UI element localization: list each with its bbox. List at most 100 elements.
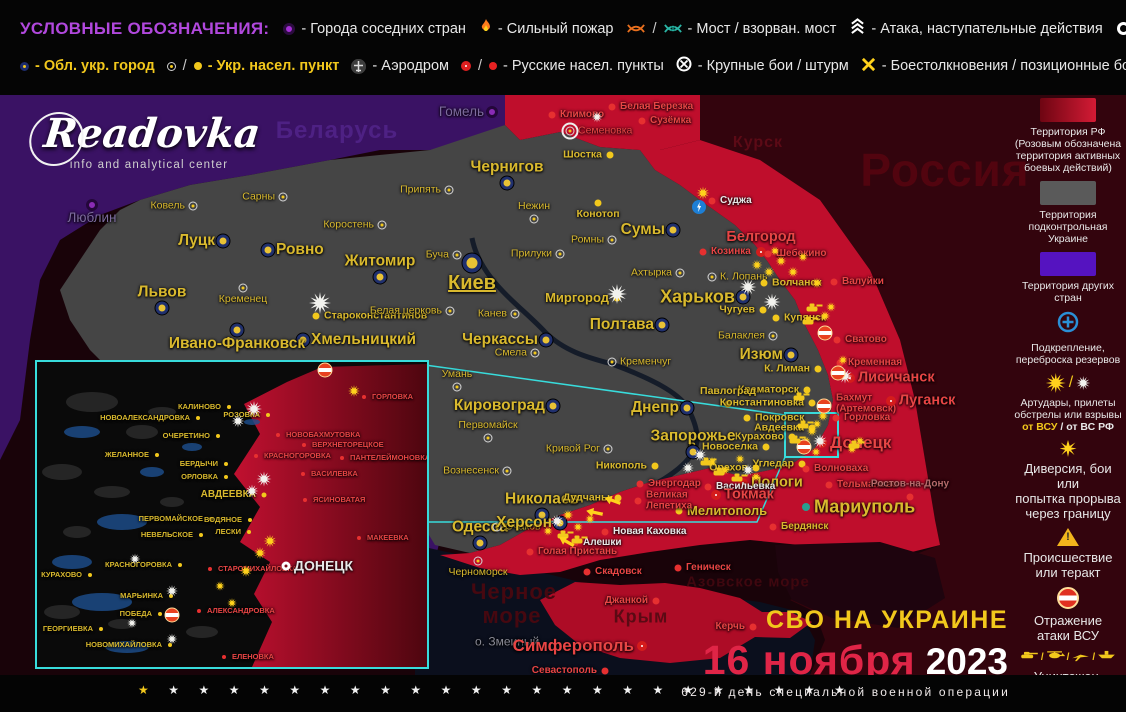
city-label: РОЗОВКА <box>223 410 260 420</box>
legend-row-2: - Обл. укр. город / - Укр. насел. пункт - А… <box>20 56 1126 76</box>
city-label: Очаков <box>505 520 541 533</box>
city-marker <box>798 460 806 468</box>
blockade-ring-icon <box>561 122 579 140</box>
city-label: СТАРОМИХАЙЛОВКА <box>218 564 298 574</box>
blockade-icon <box>1116 22 1126 35</box>
city-marker <box>362 395 366 399</box>
city-marker <box>768 331 778 341</box>
city-marker <box>594 199 602 207</box>
city-marker <box>546 399 560 413</box>
city-label: Великая Лепетиха <box>646 489 693 511</box>
city-label: Кировоград <box>453 396 545 414</box>
repelled-attack-icon <box>317 362 333 378</box>
city-label: Бахмут (Артемовск) <box>836 392 897 414</box>
rf-strike-icon <box>1076 376 1091 390</box>
city-label: Чернигов <box>470 158 544 176</box>
lightning-glyph <box>697 202 702 212</box>
key-label-line: или теракт <box>1035 565 1101 580</box>
legend-item: - Обл. укр. город <box>20 58 155 74</box>
city-label: ГОРЛОВКА <box>372 392 414 402</box>
legend-item-label: - Мост / взорван. мост <box>687 20 837 37</box>
city-marker <box>155 301 169 315</box>
city-marker <box>651 462 659 470</box>
city-marker <box>708 197 716 205</box>
city-marker <box>699 248 707 256</box>
city-marker <box>738 478 748 488</box>
city-marker <box>760 279 768 287</box>
explosion-burst-icon <box>607 284 627 304</box>
airfield-icon <box>351 58 367 74</box>
city-marker <box>555 249 565 259</box>
day-star: ★ <box>410 683 422 697</box>
explosion-burst-icon <box>855 436 865 446</box>
day-star: ★ <box>743 683 755 697</box>
explosion-burst-icon <box>585 514 595 524</box>
fire-icon <box>480 18 492 39</box>
destroyed-vehicle-icon <box>793 392 810 401</box>
city-marker <box>607 235 617 245</box>
city-label: Харьков <box>660 286 735 307</box>
city-label: Херсон <box>496 513 552 531</box>
city-label: Купянск <box>784 312 826 323</box>
helicopter-icon <box>1046 650 1065 665</box>
city-label: Запорожье <box>650 427 736 445</box>
city-marker <box>261 243 275 257</box>
explosion-burst-icon <box>543 526 553 536</box>
city-marker <box>199 533 203 537</box>
day-star: ★ <box>289 683 301 697</box>
city-marker <box>473 556 483 566</box>
city-label: НОВОАЛЕКСАНДРОВКА <box>100 413 190 423</box>
city-label: Геническ <box>686 561 731 573</box>
legend-item: - Сильный пожар <box>480 18 613 39</box>
city-marker <box>652 597 660 605</box>
day-star: ★ <box>259 683 270 697</box>
city-marker <box>825 481 833 489</box>
key-label-line: боевых действий) <box>1024 162 1112 174</box>
repelled-attack-icon <box>817 325 833 341</box>
day-star: ★ <box>198 683 210 697</box>
city-label: Климово <box>560 108 605 120</box>
city-marker <box>502 466 512 476</box>
destroyed-vehicle-icon <box>806 303 823 312</box>
city-label: Волчанск <box>772 276 822 289</box>
slash-separator: / <box>182 58 187 74</box>
explosion-burst-icon <box>573 522 583 532</box>
city-label: Павлоград <box>700 384 756 397</box>
city-label: Энергодар <box>648 477 701 489</box>
city-label: ВЕРХНЕТОРЕЦКОЕ <box>312 440 384 450</box>
legend-item: - Города соседних стран <box>283 21 466 37</box>
map-key-sidebar: Территория РФ (Розовым обозначена территор… <box>1012 98 1124 712</box>
day-star: ★ <box>380 683 391 697</box>
swatch-rf-icon <box>1040 98 1096 122</box>
sidebar-key-label: Территория подконтрольная Украине <box>1029 209 1108 245</box>
city-label: Курахово <box>734 430 784 443</box>
city-marker <box>178 563 182 567</box>
city-label: Семеновка <box>578 124 633 137</box>
city-marker <box>832 414 840 422</box>
crimea <box>540 582 812 663</box>
city-label: Ромны <box>571 233 604 246</box>
city-marker <box>680 401 694 415</box>
city-label: Новая Каховка <box>613 525 687 537</box>
active-zone-north <box>505 95 700 150</box>
key-label-line: подконтрольная <box>1028 221 1108 233</box>
city-label: Козинка <box>711 245 751 257</box>
sidebar-key-item: ! Происшествие или теракт <box>1023 528 1113 580</box>
readovka-logo: Readovka info and analytical center <box>26 110 263 171</box>
russia-territory <box>700 95 1126 675</box>
city-label: БЕРДЫЧИ <box>179 459 218 469</box>
day-stars: ★ ★ ★ ★ ★ ★ ★ ★ ★ ★ ★ ★ ★ ★ ★ ★ ★ ★ ★ ★ ★ ★ ★ ★ <box>138 683 845 697</box>
explosion-burst-icon <box>696 186 710 200</box>
city-label: НОВОБАХМУТОВКА <box>286 430 361 440</box>
explosion-burst-icon <box>826 302 836 312</box>
inset-terrain <box>37 362 427 667</box>
city-marker <box>373 270 387 284</box>
city-label: Шостка <box>563 148 602 161</box>
day-star: ★ <box>803 683 815 697</box>
city-label: Джанкой <box>604 594 648 606</box>
city-label: ЯСИНОВАТАЯ <box>313 495 366 505</box>
day-star: ★ <box>682 683 694 697</box>
city-label: Луцк <box>178 231 215 249</box>
city-label: ВАСИЛЕВКА <box>311 469 358 479</box>
